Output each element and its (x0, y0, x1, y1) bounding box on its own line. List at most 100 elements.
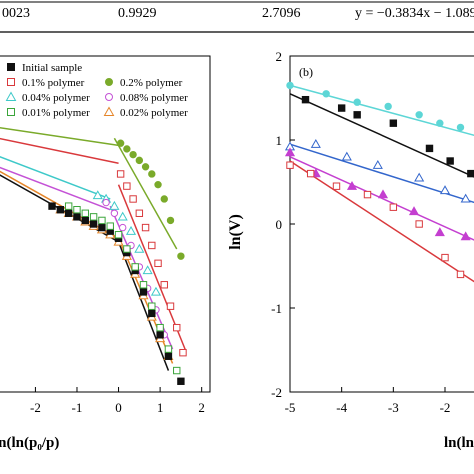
data-point (81, 216, 89, 225)
data-point (436, 119, 444, 127)
data-point (425, 144, 434, 153)
data-point (148, 170, 156, 178)
fit-line (0, 166, 111, 211)
legend-label: 0.02% polymer (120, 107, 188, 119)
data-point (56, 206, 65, 214)
left-legend: Initial sample 0.1% polymer 0.2% polymer 0.… (5, 62, 188, 119)
table-cell: y = −0.3834x − 1.0894 (355, 6, 474, 21)
data-point (439, 185, 451, 195)
data-point (135, 156, 144, 165)
fit-line (0, 127, 119, 147)
data-point (346, 180, 358, 190)
legend-marker (7, 63, 15, 71)
data-point (123, 245, 131, 253)
left-x-axis-label: ln(ln(p₀/p) (0, 435, 59, 451)
x-tick-label: 1 (157, 400, 164, 415)
data-point (92, 190, 103, 200)
data-point (141, 163, 150, 171)
data-point (337, 104, 346, 112)
data-point (156, 331, 164, 339)
table-row: 0023 0.9929 2.7096 y = −0.3834x − 1.0894 (0, 1, 474, 33)
data-point (460, 231, 471, 241)
data-point (73, 206, 81, 214)
left-x-axis: -2 -1 0 1 2 (30, 387, 205, 415)
right-chart: (b) -5 -4 -3 -2 2 1 0 -1 -2 ln(V) ln(ln (227, 49, 474, 451)
legend-label: 0.08% polymer (120, 92, 188, 104)
left-plot-frame (0, 55, 211, 393)
data-point (460, 193, 471, 203)
data-point (166, 216, 175, 225)
data-point (134, 243, 145, 253)
right-y-axis-label: ln(V) (227, 214, 244, 250)
data-point (139, 288, 148, 296)
data-point (306, 169, 315, 178)
x-tick-label: -4 (336, 400, 347, 415)
y-tick-label: 0 (276, 217, 283, 232)
y-tick-label: -2 (271, 385, 282, 400)
data-point (164, 352, 173, 360)
data-point (415, 111, 423, 119)
right-data-points (284, 81, 474, 279)
data-point (389, 119, 398, 127)
table-cell: 0.9929 (118, 6, 157, 21)
data-point (310, 138, 321, 148)
data-point (142, 265, 153, 275)
data-point (177, 377, 185, 385)
data-point (286, 81, 294, 90)
y-tick-label: 1 (276, 133, 283, 148)
data-point (150, 286, 162, 296)
data-point (353, 111, 361, 119)
legend-label: 0.04% polymer (22, 92, 90, 104)
right-axes: -5 -4 -3 -2 2 1 0 -1 -2 (271, 49, 450, 415)
data-point (148, 302, 156, 310)
legend-marker (7, 78, 15, 86)
left-chart: -2 -1 0 1 2 Initial sample 0.1% polymer 0.2% p… (0, 55, 211, 451)
legend-marker (105, 78, 113, 86)
data-point (110, 209, 119, 217)
data-point (98, 223, 106, 232)
data-point (154, 259, 162, 268)
y-tick-label: 2 (276, 49, 283, 64)
right-fit-lines (289, 84, 474, 283)
data-point (160, 195, 168, 203)
fit-line (289, 160, 474, 283)
data-point (89, 213, 98, 221)
data-point (117, 211, 128, 221)
legend-marker (5, 91, 17, 101)
data-point (377, 189, 389, 199)
data-point (64, 202, 73, 210)
data-point (434, 227, 445, 237)
table-cell: 2.7096 (262, 6, 301, 21)
data-point (166, 302, 175, 310)
y-tick-label: -1 (271, 301, 282, 316)
data-point (363, 190, 372, 199)
data-point (341, 151, 352, 161)
fit-line (289, 156, 474, 241)
data-point (372, 159, 383, 169)
data-point (322, 90, 330, 98)
data-point (148, 309, 156, 318)
data-point (64, 209, 73, 217)
data-point (353, 98, 361, 106)
x-tick-label: -1 (72, 400, 83, 415)
legend-marker (103, 106, 115, 116)
data-point (408, 206, 420, 216)
fit-line (0, 137, 119, 164)
fit-line (117, 241, 170, 371)
data-point (148, 241, 156, 250)
data-point (179, 348, 187, 357)
data-point (135, 209, 144, 217)
data-point (48, 202, 56, 210)
right-x-axis-label: ln(ln (444, 435, 474, 451)
legend-label: 0.01% polymer (22, 107, 90, 119)
x-tick-label: -2 (30, 400, 41, 415)
data-point (389, 203, 398, 211)
data-point (301, 95, 310, 104)
data-point (456, 270, 465, 279)
legend-label: Initial sample (22, 62, 82, 74)
fit-line (289, 84, 474, 137)
data-point (286, 161, 294, 169)
fit-line (113, 137, 178, 250)
data-point (164, 345, 173, 353)
x-tick-label: -2 (440, 400, 451, 415)
